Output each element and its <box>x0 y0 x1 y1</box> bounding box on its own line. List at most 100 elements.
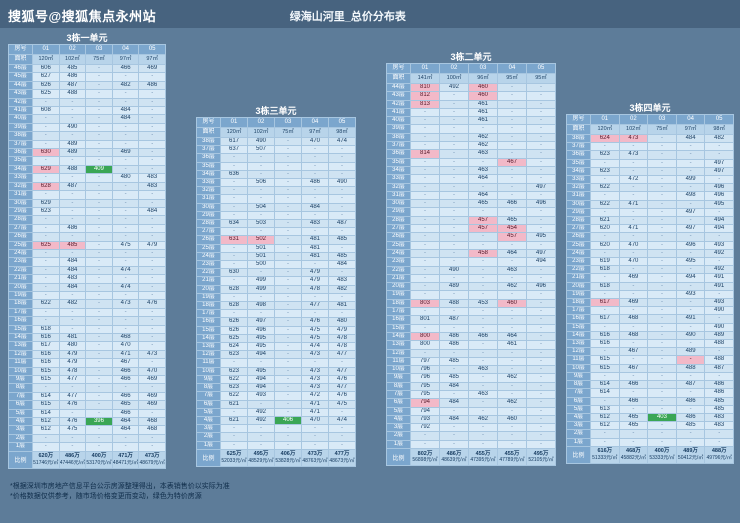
price-cell: - <box>85 433 113 444</box>
price-cell: 493 <box>247 391 275 401</box>
price-cell: - <box>138 265 166 276</box>
price-cell: - <box>647 248 677 259</box>
price-cell: 486 <box>704 380 734 390</box>
price-cell: - <box>618 355 649 365</box>
price-cell: - <box>247 358 275 368</box>
price-cell: - <box>704 175 734 185</box>
price-cell: - <box>675 281 706 291</box>
price-cell: 480 <box>328 317 356 327</box>
table-row: 13层 616- - -488 <box>566 339 734 349</box>
floor-cell: 44层 <box>8 80 33 91</box>
price-cell: - <box>274 227 302 237</box>
price-cell: - <box>526 356 556 367</box>
price-cell: - <box>58 433 87 444</box>
price-cell: - <box>220 243 248 253</box>
table-row: 18层 803 488 453 460- <box>386 298 556 309</box>
summary-cell: 400万 53170元/㎡ <box>85 450 113 469</box>
room-header: 房号 <box>196 117 221 128</box>
price-cell: - <box>220 276 248 286</box>
table-row: 46层 606 485-466 469 <box>8 63 166 74</box>
table-row: 29层 - - - - - <box>386 207 556 217</box>
summary-total-price: 495万 <box>533 450 549 457</box>
area-cell: 98㎡ <box>328 127 356 138</box>
area-cell: 100㎡ <box>439 73 469 84</box>
price-cell: - <box>618 216 649 226</box>
price-cell: - <box>497 116 527 126</box>
price-cell: - <box>138 408 166 419</box>
price-cell: - <box>497 240 527 250</box>
price-cell: - <box>138 97 166 108</box>
floor-cell: 33层 <box>566 175 591 185</box>
column-header-row: 房号 01 02 03 04 05 <box>566 114 734 125</box>
price-cell: - <box>647 421 677 431</box>
area-cell: 102㎡ <box>58 54 87 65</box>
floor-cell: 28层 <box>386 215 411 226</box>
table-row: 19层 - - - - - <box>386 290 556 300</box>
price-cell: - <box>220 186 248 196</box>
price-cell: - <box>138 248 166 259</box>
floor-cell: 10层 <box>196 366 221 376</box>
price-cell: - <box>410 306 440 317</box>
table-row: 41层 608- -484- <box>8 106 166 116</box>
table-row: 15层 - - - - - <box>386 323 556 333</box>
price-cell: - <box>274 161 302 171</box>
price-cell: - <box>647 355 677 365</box>
price-cell: 617 <box>590 314 620 324</box>
price-cell: 612 <box>590 421 620 431</box>
price-cell: - <box>618 322 649 332</box>
summary-total-price: 488万 <box>711 448 727 455</box>
price-cell: - <box>590 207 620 218</box>
table-row: 4层 612 465 403 486 483 <box>566 412 734 423</box>
price-cell: 462 <box>497 398 527 408</box>
price-cell: - <box>220 202 248 212</box>
price-cell: 497 <box>247 317 275 327</box>
table-row: 8层 614 466-487 486 <box>566 380 734 390</box>
floor-cell: 5层 <box>566 404 591 414</box>
table-row: 26层 - - -457 495 <box>386 232 556 242</box>
price-cell: 619 <box>590 257 620 267</box>
floor-cell: 39层 <box>8 122 33 133</box>
floor-cell: 40层 <box>386 116 411 126</box>
price-cell: - <box>138 72 166 82</box>
price-cell: - <box>647 183 677 193</box>
floor-cell: 39层 <box>386 124 411 134</box>
price-cell: 486 <box>675 412 706 423</box>
floor-cell: 20层 <box>566 281 591 291</box>
price-cell: 623 <box>220 350 248 360</box>
floor-cell: 26层 <box>196 235 221 245</box>
table-row: 31层 - - - - - <box>8 190 166 200</box>
price-grid: 房号 01 02 03 04 05 面积 120㎡ 102㎡ 75㎡ 97㎡ 98㎡ 38层 617 490… <box>196 117 356 467</box>
price-table-2: 3栋三单元 房号 01 02 03 04 05 面积 120㎡ 102㎡ 75㎡ 97㎡ 98㎡ 38层 6… <box>196 106 356 467</box>
floor-cell: 16层 <box>386 315 411 325</box>
table-row: 24层 - - - - - <box>8 248 166 259</box>
floor-cell: 3层 <box>196 424 221 434</box>
price-cell: 481 <box>301 243 329 253</box>
price-cell: 484 <box>439 381 469 392</box>
summary-cell: 489万 50412元/㎡ <box>675 445 706 464</box>
price-cell: 462 <box>497 373 527 383</box>
floor-cell: 37层 <box>8 139 33 150</box>
floor-cell: 38层 <box>8 131 33 141</box>
floor-cell: 42层 <box>8 97 33 108</box>
price-cell: - <box>85 366 113 377</box>
floor-cell: 4层 <box>196 415 221 426</box>
floor-cell: 24层 <box>566 248 591 259</box>
table-row: 30层 622 471- -495 <box>566 199 734 209</box>
price-cell: 616 <box>590 330 620 341</box>
price-cell: - <box>647 298 677 308</box>
price-cell: - <box>526 298 556 309</box>
price-cell: - <box>328 145 356 155</box>
column-header: 04 <box>301 117 329 128</box>
price-cell: - <box>439 365 469 375</box>
price-cell: 481 <box>301 251 329 262</box>
price-cell: - <box>32 257 60 267</box>
price-cell: - <box>410 157 440 167</box>
footnote-line-2: *价格数据仅供参考，随市场价格变更而变动，绿色为特价房源 <box>10 493 202 500</box>
price-cell: - <box>497 91 527 101</box>
floor-cell: 7层 <box>386 389 411 400</box>
summary-unit-price: 49796元/㎡ <box>706 454 732 461</box>
price-cell: 482 <box>111 80 140 91</box>
floor-cell: 23层 <box>386 257 411 267</box>
table-row: 28层 - -457 465- <box>386 215 556 226</box>
price-cell: 471 <box>618 199 649 209</box>
